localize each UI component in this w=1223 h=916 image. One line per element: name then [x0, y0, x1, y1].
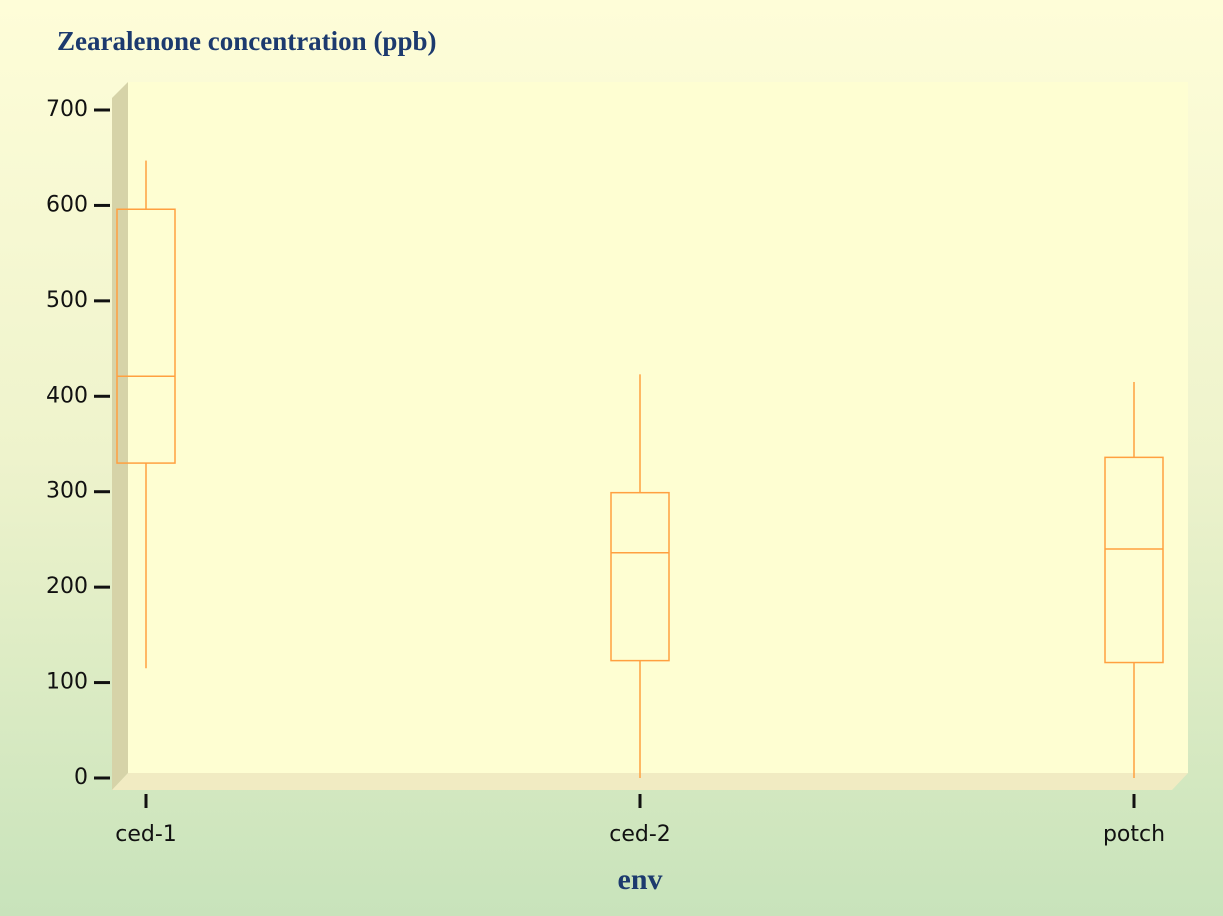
x-axis-label: env — [618, 863, 663, 896]
y-tick-label: 500 — [46, 288, 88, 313]
y-tick-label: 200 — [46, 574, 88, 599]
plot-floor — [112, 773, 1188, 790]
y-tick-label: 600 — [46, 192, 88, 217]
x-tick-label: ced-1 — [115, 822, 177, 847]
x-tick-label: potch — [1103, 822, 1165, 847]
box — [116, 208, 176, 464]
y-tick-label: 700 — [46, 97, 88, 122]
y-tick-label: 100 — [46, 670, 88, 695]
plot-area — [128, 82, 1188, 773]
x-tick-label: ced-2 — [609, 822, 671, 847]
chart-title: Zearalenone concentration (ppb) — [57, 26, 436, 56]
plot-wall — [112, 82, 128, 790]
y-tick-label: 400 — [46, 383, 88, 408]
y-tick-label: 300 — [46, 479, 88, 504]
y-tick-label: 0 — [74, 765, 88, 790]
box — [1104, 456, 1164, 664]
box — [610, 491, 670, 662]
